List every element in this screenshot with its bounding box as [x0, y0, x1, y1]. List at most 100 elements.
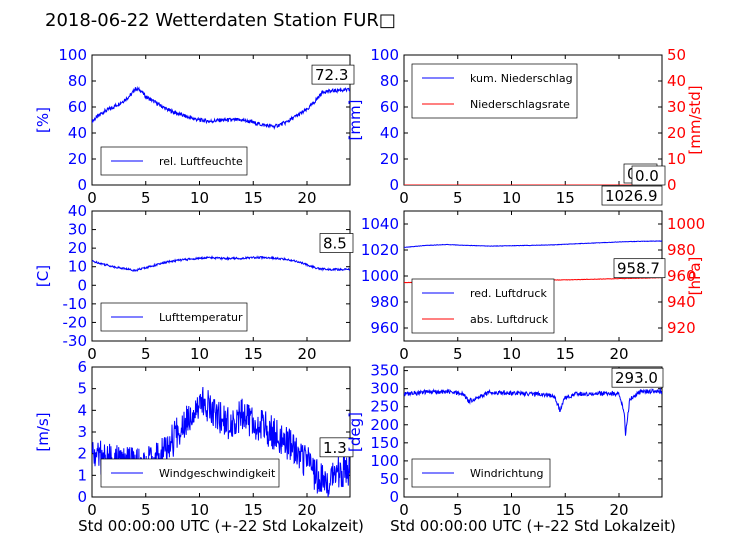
rain-annotation2-box: [631, 165, 666, 186]
wind-x-tick-label: 5: [141, 501, 151, 519]
rain-legend-label-0: kum. Niederschlag: [470, 72, 573, 85]
chart-panel-humidity: 0 5 10 15 20 0 20 40 60 80 100 [%] 72.3 rel. Luftfeuc…: [34, 46, 355, 207]
direction-axes-frame: [403, 366, 663, 498]
humidity-annotation-box: [311, 64, 355, 85]
rain-y-tick-label: 40: [380, 124, 399, 142]
rain-y2-tick-label: 20: [667, 124, 686, 142]
direction-y-tick-label: 50: [380, 470, 399, 488]
humidity-x-tick-label: 5: [141, 189, 151, 207]
rain-y2-tick-label: 30: [667, 98, 686, 116]
rain-y-tick-label: 80: [380, 72, 399, 90]
humidity-y-tick-label: 20: [68, 150, 87, 168]
temp-series-line-0: [92, 255, 350, 273]
humidity-legend-label-0: rel. Luftfeuchte: [159, 155, 243, 168]
wind-legend-label-0: Windgeschwindigkeit: [159, 467, 276, 480]
temp-annotation: 8.5: [323, 235, 347, 253]
pressure-annotation2: 958.7: [617, 260, 660, 278]
temp-y-tick-label: 10: [68, 258, 87, 276]
wind-x-tick-label: 10: [190, 501, 209, 519]
pressure-series-line-0: [404, 240, 662, 248]
wind-y-tick-label: 0: [77, 488, 87, 506]
temp-y-tick-label: 40: [68, 202, 87, 220]
direction-y-axis-label: [deg]: [346, 412, 364, 452]
temp-x-tick-label: 10: [190, 345, 209, 363]
wind-y-tick-label: 6: [77, 358, 87, 376]
wind-x-tick-label: 20: [297, 501, 316, 519]
wind-y-tick-label: 4: [77, 401, 87, 419]
wind-annotation-box: [319, 437, 354, 458]
pressure-y-tick-label: 1040: [361, 215, 399, 233]
direction-legend-label-0: Windrichtung: [470, 467, 543, 480]
direction-y-tick-label: 0: [389, 488, 399, 506]
temp-x-tick-label: 15: [244, 345, 263, 363]
rain-x-tick-label: 0: [399, 189, 409, 207]
direction-y-tick-label: 200: [370, 416, 399, 434]
temp-x-tick-label: 20: [297, 345, 316, 363]
temp-y-tick-label: 20: [68, 239, 87, 257]
humidity-series-line-0: [92, 85, 350, 130]
chart-panel-pressure: 0 5 10 15 20 960 980 1000 1020 1040 920 940 960 980 10…: [361, 185, 705, 363]
humidity-y-axis-label: [%]: [34, 107, 52, 133]
temp-legend: Lufttemperatur: [100, 302, 248, 332]
x-axis-label-right: Std 00:00:00 UTC (+-22 Std Lokalzeit): [390, 517, 676, 535]
humidity-y-tick-label: 100: [58, 46, 87, 64]
rain-y2-tick-label: 40: [667, 72, 686, 90]
pressure-x-tick-label: 5: [453, 345, 463, 363]
direction-series-line-0: [404, 387, 662, 436]
pressure-y-tick-label: 1000: [361, 267, 399, 285]
direction-y-tick-label: 100: [370, 452, 399, 470]
pressure-y-tick-label: 1020: [361, 241, 399, 259]
pressure-y2-tick-label: 920: [667, 319, 696, 337]
pressure-x-tick-label: 20: [609, 345, 628, 363]
x-axis-label-left: Std 00:00:00 UTC (+-22 Std Lokalzeit): [78, 517, 364, 535]
pressure-x-tick-label: 0: [399, 345, 409, 363]
pressure-y2-tick-label: 940: [667, 293, 696, 311]
direction-annotation: 293.0: [615, 369, 658, 387]
direction-y-tick-label: 300: [370, 380, 399, 398]
direction-legend: Windrichtung: [411, 458, 551, 488]
pressure-y-tick-label: 980: [370, 293, 399, 311]
rain-x-tick-label: 15: [556, 189, 575, 207]
pressure-x-tick-label: 10: [502, 345, 521, 363]
chart-panel-direction: 0 5 10 15 20050100150200250300350[deg]293.0W…: [346, 362, 664, 519]
wind-y-tick-label: 3: [77, 423, 87, 441]
wind-y-tick-label: 5: [77, 380, 87, 398]
wind-y-axis-label: [m/s]: [34, 412, 52, 451]
rain-y2-tick-label: 50: [667, 46, 686, 64]
temp-y-tick-label: 30: [68, 221, 87, 239]
direction-x-tick-label: 15: [556, 501, 575, 519]
rain-x-tick-label: 10: [502, 189, 521, 207]
temp-legend-label-0: Lufttemperatur: [159, 311, 243, 324]
chart-panel-rain: 05101520020406080100[mm]01020304050[mm/s…: [346, 46, 704, 207]
humidity-y-tick-label: 60: [68, 98, 87, 116]
wind-x-tick-label: 0: [87, 501, 97, 519]
figure-title: 2018-06-22 Wetterdaten Station FUR□: [45, 10, 396, 31]
temp-y-axis-label: [C]: [34, 265, 52, 287]
wind-annotation: 1.3: [323, 439, 347, 457]
pressure-y2-tick-label: 980: [667, 241, 696, 259]
rain-legend-frame: [411, 63, 578, 119]
rain-y2-axis-label: [mm/std]: [686, 85, 704, 154]
pressure-x-tick-label: 15: [556, 345, 575, 363]
wind-series-line-0: [92, 386, 350, 497]
temp-x-tick-label: 5: [141, 345, 151, 363]
rain-y2-tick-label: 0: [667, 176, 677, 194]
rain-y-tick-label: 60: [380, 98, 399, 116]
humidity-legend: rel. Luftfeuchte: [100, 146, 248, 176]
pressure-legend-label-0: red. Luftdruck: [470, 287, 547, 300]
rain-y-tick-label: 20: [380, 150, 399, 168]
rain-y-tick-label: 0: [389, 176, 399, 194]
humidity-x-tick-label: 20: [297, 189, 316, 207]
temp-axes-frame: [91, 210, 351, 342]
temp-x-tick-label: 0: [87, 345, 97, 363]
pressure-legend-frame: [411, 278, 555, 334]
pressure-annotation2-box: [613, 258, 666, 279]
chart-panel-temp: 0 5 10 15 20-30-20-10010203040[C]8.5Lufttemp…: [34, 202, 354, 363]
pressure-y2-tick-label: 960: [667, 267, 696, 285]
rain-annotation2: 0.0: [635, 167, 659, 185]
rain-legend: kum. Niederschlag Niederschlagsrate: [411, 63, 578, 119]
humidity-x-tick-label: 15: [244, 189, 263, 207]
pressure-y2-tick-label: 1000: [667, 215, 705, 233]
wind-x-tick-label: 15: [244, 501, 263, 519]
